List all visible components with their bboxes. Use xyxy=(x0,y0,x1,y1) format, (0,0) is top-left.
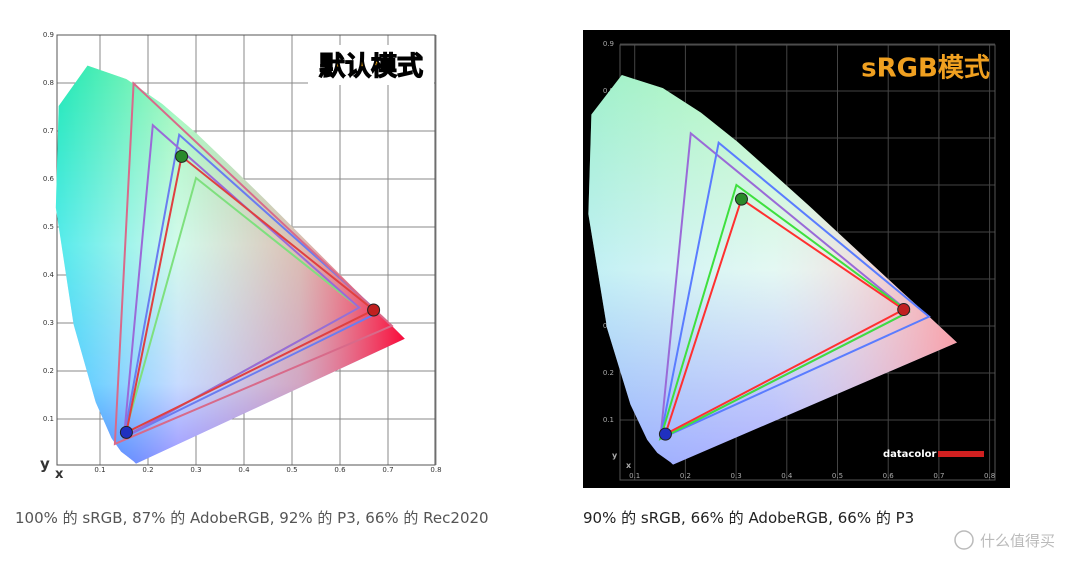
x-tick-label: 0.2 xyxy=(142,466,153,474)
y-tick-label: 0.9 xyxy=(43,31,54,39)
primary-marker xyxy=(175,149,189,163)
mode-label: sRGB模式 xyxy=(861,54,990,84)
y-tick-label: 0.4 xyxy=(43,271,55,279)
caption: 90% 的 sRGB, 66% 的 AdobeRGB, 66% 的 P3 xyxy=(583,509,914,527)
spectral-locus-shade xyxy=(55,65,405,464)
x-tick-label: 0.7 xyxy=(933,472,944,480)
y-tick-label: 0.8 xyxy=(603,87,614,95)
gamut-triangle xyxy=(113,81,394,446)
y-axis-label: y xyxy=(612,451,618,460)
gamut-triangle xyxy=(125,154,376,435)
mode-label-bg xyxy=(308,45,434,85)
caption: 100% 的 sRGB, 87% 的 AdobeRGB, 92% 的 P3, 6… xyxy=(15,509,489,527)
primary-marker xyxy=(119,425,133,439)
y-tick-label: 0.2 xyxy=(43,367,54,375)
y-tick-label: 0.5 xyxy=(43,223,54,231)
x-tick-label: 0.7 xyxy=(382,466,393,474)
y-tick-label: 0.6 xyxy=(43,175,55,183)
y-tick-label: 0.1 xyxy=(603,416,614,424)
y-tick-label: 0.9 xyxy=(603,40,614,48)
x-axis-label: x xyxy=(626,461,632,470)
y-tick-label: 0.2 xyxy=(603,369,614,377)
x-tick-label: 0.4 xyxy=(238,466,250,474)
x-tick-label: 0.4 xyxy=(781,472,793,480)
x-tick-label: 0.5 xyxy=(286,466,297,474)
mode-label: 默认模式 xyxy=(319,52,423,82)
x-tick-label: 0.6 xyxy=(334,466,346,474)
x-tick-label: 0.3 xyxy=(731,472,742,480)
x-axis-label: x xyxy=(55,467,64,482)
y-tick-label: 0.8 xyxy=(43,79,54,87)
primary-marker xyxy=(367,303,381,317)
watermark: 什么值得买 xyxy=(980,532,1055,550)
y-tick-label: 0.1 xyxy=(43,415,54,423)
y-axis-label: y xyxy=(40,455,50,473)
y-tick-label: 0.7 xyxy=(43,127,54,135)
gamut-triangle xyxy=(663,197,906,437)
gamut-triangle xyxy=(658,183,911,441)
gamut-triangle xyxy=(122,132,381,439)
primary-marker xyxy=(734,192,748,206)
brand: datacolor xyxy=(883,449,937,460)
x-tick-label: 0.3 xyxy=(190,466,201,474)
x-tick-label: 0.1 xyxy=(94,466,105,474)
x-tick-label: 0.6 xyxy=(883,472,895,480)
x-tick-label: 0.8 xyxy=(984,472,995,480)
y-tick-label: 0.3 xyxy=(43,319,54,327)
primary-marker xyxy=(897,303,911,317)
spectral-locus-shade xyxy=(588,75,957,465)
x-tick-label: 0.5 xyxy=(832,472,843,480)
plot-border xyxy=(56,34,436,466)
brand-bar xyxy=(938,451,984,457)
x-tick-label: 0.8 xyxy=(430,466,441,474)
primary-marker xyxy=(658,427,672,441)
watermark-icon xyxy=(954,530,974,550)
x-tick-label: 0.1 xyxy=(629,472,640,480)
gamut-triangle xyxy=(658,140,931,441)
x-tick-label: 0.2 xyxy=(680,472,691,480)
